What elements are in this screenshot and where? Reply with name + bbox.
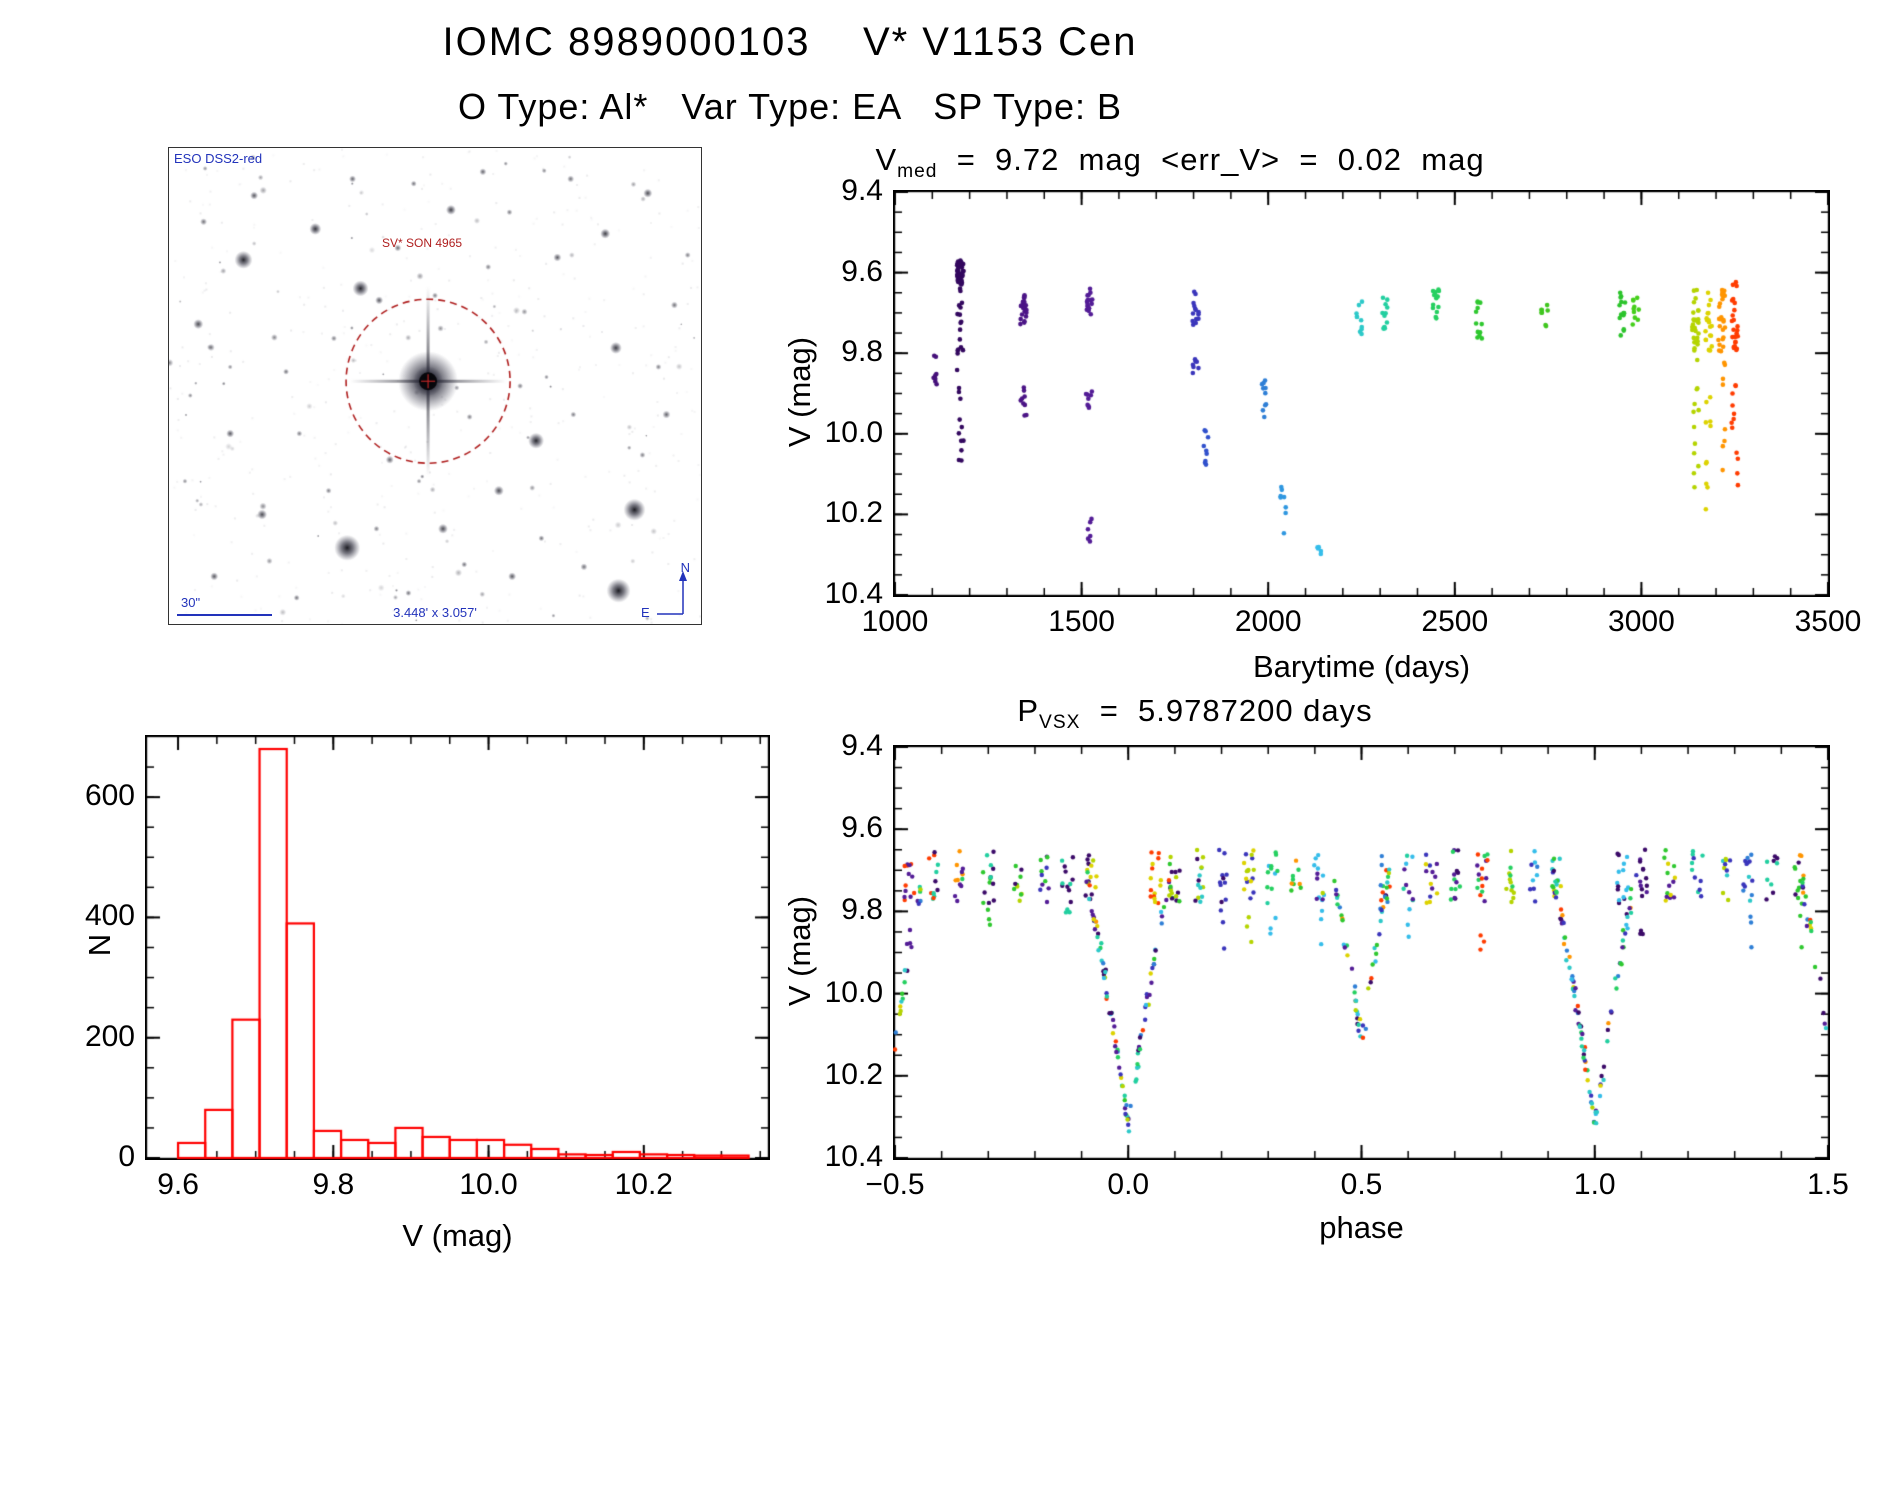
y-tick-label: 9.6: [841, 254, 883, 288]
x-tick-label: 10.0: [459, 1168, 518, 1201]
y-tick-label: 10.0: [824, 975, 883, 1009]
survey-label: ESO DSS2-red: [174, 151, 263, 166]
x-tick-label: 1.0: [1573, 1168, 1616, 1201]
phase-title-prefix: P: [1017, 693, 1040, 728]
fov-size-label: 3.448' x 3.057': [393, 605, 477, 620]
x-tick-label: 3000: [1608, 605, 1675, 638]
y-tick-label: 10.4: [824, 1140, 883, 1173]
y-tick-label: 10.2: [824, 496, 883, 530]
x-tick-label: 1000: [861, 605, 929, 638]
scale-bar-label: 30": [181, 595, 201, 610]
lightcurve-title-prefix: V: [875, 142, 898, 177]
page-title: IOMC 8989000103 V* V1153 Cen: [0, 20, 1580, 65]
y-tick-label: 400: [84, 899, 135, 933]
finder-chart-panel: ESO DSS2-red SV* SON 4965 30" 3.448' x 3…: [168, 147, 702, 625]
x-tick-label: 0.0: [1107, 1168, 1150, 1201]
y-tick-label: 0: [118, 1140, 135, 1173]
x-tick-label: 3500: [1794, 605, 1862, 638]
x-tick-label: 10.2: [614, 1168, 673, 1201]
x-tick-label: 9.8: [312, 1168, 355, 1201]
phase-x-axis-label: phase: [1319, 1210, 1404, 1245]
y-tick-label: 10.0: [824, 415, 883, 449]
y-tick-label: 600: [84, 779, 135, 813]
compass-north-label: N: [680, 560, 690, 575]
x-tick-label: −0.5: [865, 1168, 925, 1201]
x-tick-label: 2000: [1234, 605, 1302, 638]
lightcurve-panel: Vmed = 9.72 mag <err_V> = 0.02 mag V (ma…: [782, 142, 1861, 684]
y-tick-label: 10.4: [824, 577, 883, 610]
histogram-panel: N V (mag) 9.6 9.8 10.0 10.2 0 200 400 600: [82, 735, 770, 1253]
page-subtitle: O Type: Al* Var Type: EA SP Type: B: [0, 86, 1580, 128]
page-title-text: IOMC 8989000103 V* V1153 Cen: [442, 20, 1138, 64]
catalog-star-label: SV* SON 4965: [382, 236, 463, 250]
phase-title-rest: = 5.9787200 days: [1080, 693, 1373, 728]
lightcurve-title: Vmed = 9.72 mag <err_V> = 0.02 mag: [830, 142, 1530, 183]
phase-y-axis-label: V (mag): [782, 895, 817, 1007]
phase-title-subscript: VSX: [1039, 712, 1081, 734]
phase-plot-canvas: [893, 745, 1830, 1160]
y-tick-label: 9.8: [841, 893, 883, 927]
x-tick-label: 9.6: [157, 1168, 199, 1201]
y-tick-label: 10.2: [824, 1057, 883, 1091]
y-tick-label: 9.6: [841, 811, 883, 845]
lightcurve-title-subscript: med: [897, 161, 938, 183]
x-tick-label: 1500: [1048, 605, 1115, 638]
compass-indicator: N E: [641, 560, 697, 620]
lightcurve-x-axis-label: Barytime (days): [1252, 649, 1471, 684]
y-tick-label: 9.4: [841, 174, 883, 207]
histogram-y-axis-label: N: [82, 933, 117, 957]
x-tick-label: 2500: [1421, 605, 1489, 638]
y-tick-label: 200: [84, 1019, 135, 1053]
lightcurve-plot-canvas: [893, 190, 1830, 597]
histogram-x-axis-label: V (mag): [402, 1218, 513, 1253]
phase-plot-title: PVSX = 5.9787200 days: [845, 693, 1545, 734]
y-tick-label: 9.4: [841, 729, 883, 762]
compass-east-label: E: [641, 605, 650, 620]
compass-arrows-icon: [657, 571, 687, 615]
star-field-image: [169, 148, 701, 624]
x-tick-label: 1.5: [1807, 1168, 1849, 1201]
phase-plot-panel: PVSX = 5.9787200 days V (mag) phase −0.5…: [782, 693, 1849, 1245]
page-subtitle-text: O Type: Al* Var Type: EA SP Type: B: [457, 86, 1123, 127]
scale-bar: [177, 614, 272, 616]
y-tick-label: 9.8: [841, 335, 883, 369]
histogram-plot-canvas: [145, 735, 770, 1160]
lightcurve-title-rest: = 9.72 mag <err_V> = 0.02 mag: [937, 142, 1485, 177]
x-tick-label: 0.5: [1340, 1168, 1383, 1201]
